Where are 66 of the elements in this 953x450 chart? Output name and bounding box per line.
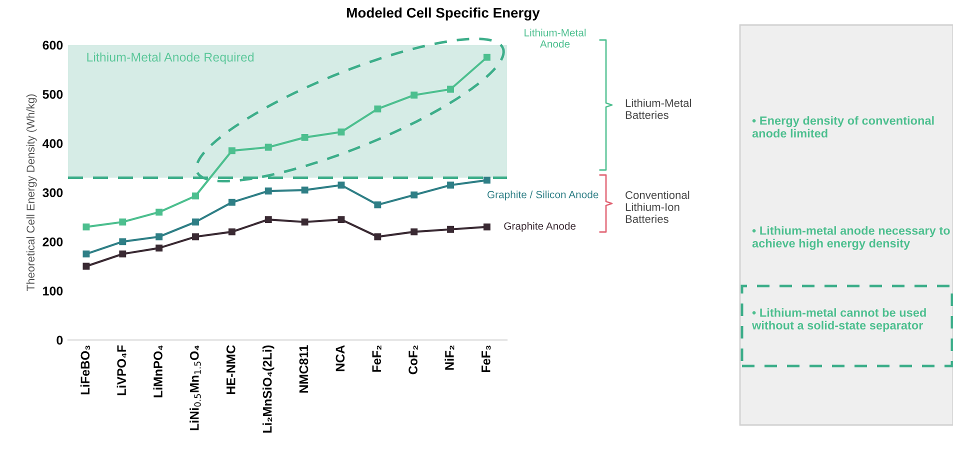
x-tick-label: LiVPO₄F: [116, 345, 126, 396]
y-tick-label: 200: [42, 237, 63, 246]
point: [156, 208, 163, 216]
band-label: Lithium-Metal Anode Required: [87, 52, 254, 64]
point: [338, 128, 345, 136]
y-tick-label: 400: [42, 139, 63, 148]
point: [338, 182, 345, 189]
point: [156, 233, 163, 240]
point: [483, 54, 490, 61]
x-tick-label: NMC811: [299, 345, 308, 393]
point: [228, 228, 236, 236]
point: [119, 250, 126, 258]
point: [264, 216, 272, 224]
point: [447, 86, 454, 93]
point: [82, 250, 90, 258]
x-tick-label: NiF₂: [444, 346, 454, 370]
point: [228, 198, 236, 206]
point: [301, 186, 308, 194]
y-axis-title: Theoretical Cell Energy Density (Wh/kg): [26, 94, 37, 292]
x-tick-label: NCA: [336, 345, 345, 372]
x-tick-label: LiMnPO₄: [153, 345, 163, 398]
point: [192, 218, 199, 226]
point: [447, 226, 454, 233]
chart-title: Modeled Cell Specific Energy: [347, 7, 540, 21]
text: • Energy density of conventional anode limited: [752, 116, 934, 138]
x-tick-label: FeF₃: [482, 346, 491, 372]
point: [192, 192, 199, 200]
series-label: Graphite Anode: [504, 222, 576, 232]
text: Lithium-Metal Anode: [524, 28, 586, 48]
point: [483, 176, 490, 184]
point: [82, 223, 90, 230]
point: [410, 228, 418, 236]
x-tick-label: HE-NMC: [226, 345, 236, 394]
text: Conventional Lithium-Ion Batteries: [626, 190, 690, 223]
point: [410, 191, 418, 198]
text: Lithium-Metal Batteries: [626, 98, 691, 119]
x-tick-label: LiNi$_{0.5}$Mn$_{1.5}$O₄: [190, 346, 201, 430]
point: [374, 233, 382, 240]
point: [374, 105, 382, 112]
text: • Lithium-metal anode necessary to achieve high energy density: [752, 226, 950, 250]
x-tick-label: FeF₂: [372, 346, 382, 372]
point: [338, 216, 345, 224]
y-tick-label: 100: [43, 286, 63, 296]
point: [264, 188, 272, 194]
point: [374, 201, 382, 208]
point: [119, 238, 126, 246]
series-label: Graphite / Silicon Anode: [487, 190, 598, 200]
text: • Lithium-metal cannot be used without a solid-state separator: [752, 308, 926, 332]
point: [264, 144, 272, 151]
point: [156, 244, 163, 252]
point: [192, 233, 199, 240]
point: [301, 134, 308, 141]
point: [82, 262, 90, 270]
point: [483, 223, 490, 230]
x-tick-label: CoF₂: [408, 346, 418, 374]
x-tick-label: LiFeBO₃: [80, 346, 90, 394]
point: [301, 218, 308, 226]
y-tick-label: 600: [42, 40, 63, 50]
point: [119, 218, 126, 226]
y-tick-label: 0: [56, 336, 63, 345]
point: [447, 182, 454, 189]
point: [228, 147, 236, 154]
point: [410, 92, 418, 99]
x-tick-label: Li₂MnSiO₄(2Li): [262, 345, 274, 433]
y-tick-label: 500: [42, 90, 63, 99]
y-tick-label: 300: [42, 188, 63, 198]
